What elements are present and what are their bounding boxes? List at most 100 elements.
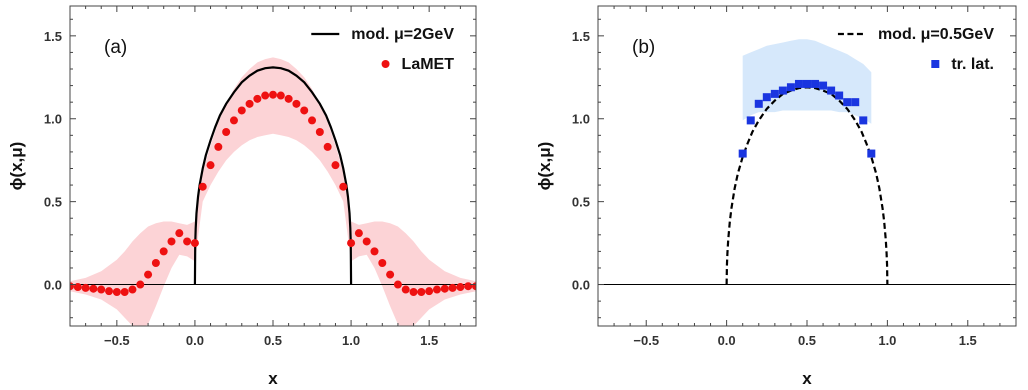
y-tick-label: 0.0 [44, 278, 62, 293]
data-point [89, 284, 98, 293]
x-tick-label: 1.5 [420, 333, 438, 348]
data-point [237, 106, 246, 115]
data-point [786, 83, 795, 92]
x-axis-label: x [268, 369, 278, 388]
legend: mod. μ=2GeV LaMET [311, 26, 454, 73]
error-band-layer [70, 57, 476, 326]
data-point [136, 280, 145, 289]
panel-b: −0.5 0.0 0.5 1.0 1.5 0.0 0.5 1.0 1.5 (b) x ϕ(x,μ… [535, 5, 1017, 388]
data-point [183, 237, 192, 246]
data-point [835, 91, 844, 100]
panel-a: −0.5 0.0 0.5 1.0 1.5 0.0 0.5 1.0 1.5 (a) x ϕ(x,μ… [7, 5, 477, 388]
x-axis-label: x [802, 369, 812, 388]
x-tick-label: 0.5 [264, 333, 282, 348]
data-point [851, 98, 860, 107]
data-point [746, 116, 755, 125]
y-tick-label: 0.5 [44, 195, 62, 210]
y-tick-label: 1.5 [44, 29, 62, 44]
legend-label: tr. lat. [951, 56, 994, 73]
data-point [292, 99, 301, 108]
error-band [70, 57, 476, 326]
x-tick-label: 1.0 [878, 333, 896, 348]
data-point [206, 161, 215, 170]
data-point [300, 106, 309, 115]
marker-layer [70, 90, 476, 297]
data-point [112, 288, 121, 297]
y-tick-label: 1.5 [572, 29, 590, 44]
data-point [811, 79, 820, 88]
data-point [190, 239, 199, 248]
series-line [193, 66, 353, 285]
data-point [803, 79, 811, 88]
data-point [276, 91, 285, 100]
panel-label: (b) [632, 37, 655, 58]
data-point [253, 94, 262, 103]
data-point [417, 288, 426, 297]
data-point [843, 98, 852, 107]
data-point [81, 283, 90, 292]
legend-marker-swatch [381, 60, 390, 68]
data-point [229, 116, 238, 125]
x-tick-label: 1.5 [959, 333, 977, 348]
data-point [284, 94, 293, 103]
data-point [144, 270, 153, 279]
data-point [738, 149, 747, 158]
data-point [867, 149, 876, 158]
y-tick-label: 1.0 [44, 112, 62, 127]
data-point [456, 283, 465, 292]
data-point [827, 86, 836, 95]
y-axis-label: ϕ(x,μ) [7, 142, 26, 191]
data-point [448, 283, 457, 292]
data-point [378, 258, 387, 267]
x-tick-label: −0.5 [633, 333, 659, 348]
legend: mod. μ=0.5GeV tr. lat. [837, 26, 994, 73]
data-point [794, 79, 803, 88]
data-point [308, 116, 317, 125]
data-point [754, 99, 763, 108]
data-point [859, 116, 868, 125]
data-point [770, 89, 779, 98]
data-point [97, 285, 106, 294]
data-point [167, 237, 176, 246]
legend-label: mod. μ=2GeV [351, 26, 454, 43]
x-tick-label: −0.5 [104, 333, 130, 348]
data-point [819, 81, 828, 90]
data-point [269, 90, 277, 99]
data-point [315, 128, 324, 137]
data-point [323, 142, 332, 151]
data-point [440, 284, 449, 293]
data-point [354, 229, 363, 238]
data-point [245, 99, 254, 108]
data-point [159, 247, 168, 256]
data-point [105, 287, 114, 296]
data-point [370, 247, 379, 256]
data-point [362, 237, 371, 246]
data-point [331, 161, 340, 170]
y-tick-label: 0.5 [572, 195, 590, 210]
data-point [432, 285, 441, 294]
y-tick-label: 0.0 [572, 278, 590, 293]
x-tick-label: 0.0 [186, 333, 204, 348]
data-point [778, 86, 787, 95]
x-tick-label: 0.5 [798, 333, 816, 348]
data-point [120, 288, 129, 297]
data-point [393, 280, 402, 289]
data-point [214, 142, 223, 151]
data-point [198, 182, 207, 191]
data-point [339, 182, 348, 191]
data-point [401, 285, 410, 294]
x-tick-label: 0.0 [718, 333, 736, 348]
data-point [762, 93, 771, 102]
x-tick-label: 1.0 [342, 333, 360, 348]
data-point [128, 285, 137, 294]
tick-layer: −0.5 0.0 0.5 1.0 1.5 0.0 0.5 1.0 1.5 [44, 6, 477, 348]
legend-label: LaMET [402, 56, 455, 73]
data-point [175, 229, 184, 238]
marker-layer [738, 79, 876, 158]
data-point [409, 288, 418, 297]
legend-label: mod. μ=0.5GeV [878, 26, 994, 43]
data-point [425, 287, 434, 296]
data-point [222, 128, 231, 137]
y-tick-label: 1.0 [572, 112, 590, 127]
